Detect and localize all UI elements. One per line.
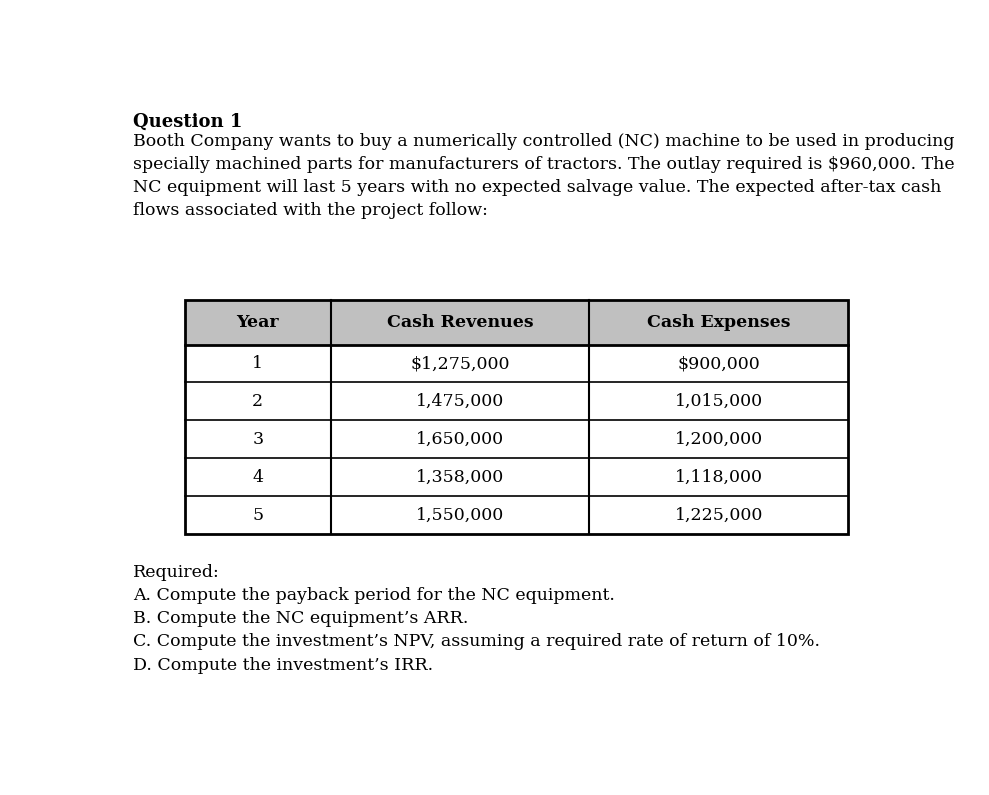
Bar: [185, 496, 330, 534]
Text: D. Compute the investment’s IRR.: D. Compute the investment’s IRR.: [133, 657, 433, 673]
Text: 1,225,000: 1,225,000: [674, 507, 763, 524]
Bar: [185, 459, 330, 496]
Bar: [589, 382, 848, 421]
Text: 4: 4: [252, 469, 263, 486]
Bar: [330, 344, 589, 382]
Text: Required:: Required:: [133, 564, 220, 580]
Text: C. Compute the investment’s NPV, assuming a required rate of return of 10%.: C. Compute the investment’s NPV, assumin…: [133, 634, 820, 650]
Text: 3: 3: [252, 431, 263, 448]
Text: Cash Expenses: Cash Expenses: [647, 314, 790, 331]
Bar: [330, 459, 589, 496]
Bar: [589, 301, 848, 344]
Text: Year: Year: [236, 314, 279, 331]
Text: Booth Company wants to buy a numerically controlled (NC) machine to be used in p: Booth Company wants to buy a numerically…: [133, 134, 954, 219]
Text: A. Compute the payback period for the NC equipment.: A. Compute the payback period for the NC…: [133, 587, 615, 604]
Text: Question 1: Question 1: [133, 113, 242, 130]
Text: $900,000: $900,000: [677, 355, 760, 372]
Bar: [185, 382, 330, 421]
Text: $1,275,000: $1,275,000: [410, 355, 510, 372]
Bar: [185, 421, 330, 459]
Bar: [330, 301, 589, 344]
Bar: [589, 459, 848, 496]
Text: 2: 2: [252, 393, 263, 410]
Bar: [330, 496, 589, 534]
Text: 5: 5: [252, 507, 263, 524]
Text: Cash Revenues: Cash Revenues: [387, 314, 533, 331]
Text: 1: 1: [252, 355, 263, 372]
Text: 1,118,000: 1,118,000: [674, 469, 763, 486]
Text: 1,475,000: 1,475,000: [416, 393, 504, 410]
Text: B. Compute the NC equipment’s ARR.: B. Compute the NC equipment’s ARR.: [133, 611, 468, 627]
Bar: [589, 421, 848, 459]
Text: 1,015,000: 1,015,000: [674, 393, 763, 410]
Text: 1,358,000: 1,358,000: [416, 469, 504, 486]
Bar: [589, 344, 848, 382]
Text: 1,550,000: 1,550,000: [416, 507, 504, 524]
Text: 1,650,000: 1,650,000: [416, 431, 504, 448]
Bar: [185, 301, 848, 534]
Bar: [185, 301, 330, 344]
Text: 1,200,000: 1,200,000: [674, 431, 763, 448]
Bar: [589, 496, 848, 534]
Bar: [330, 382, 589, 421]
Bar: [330, 421, 589, 459]
Bar: [185, 344, 330, 382]
